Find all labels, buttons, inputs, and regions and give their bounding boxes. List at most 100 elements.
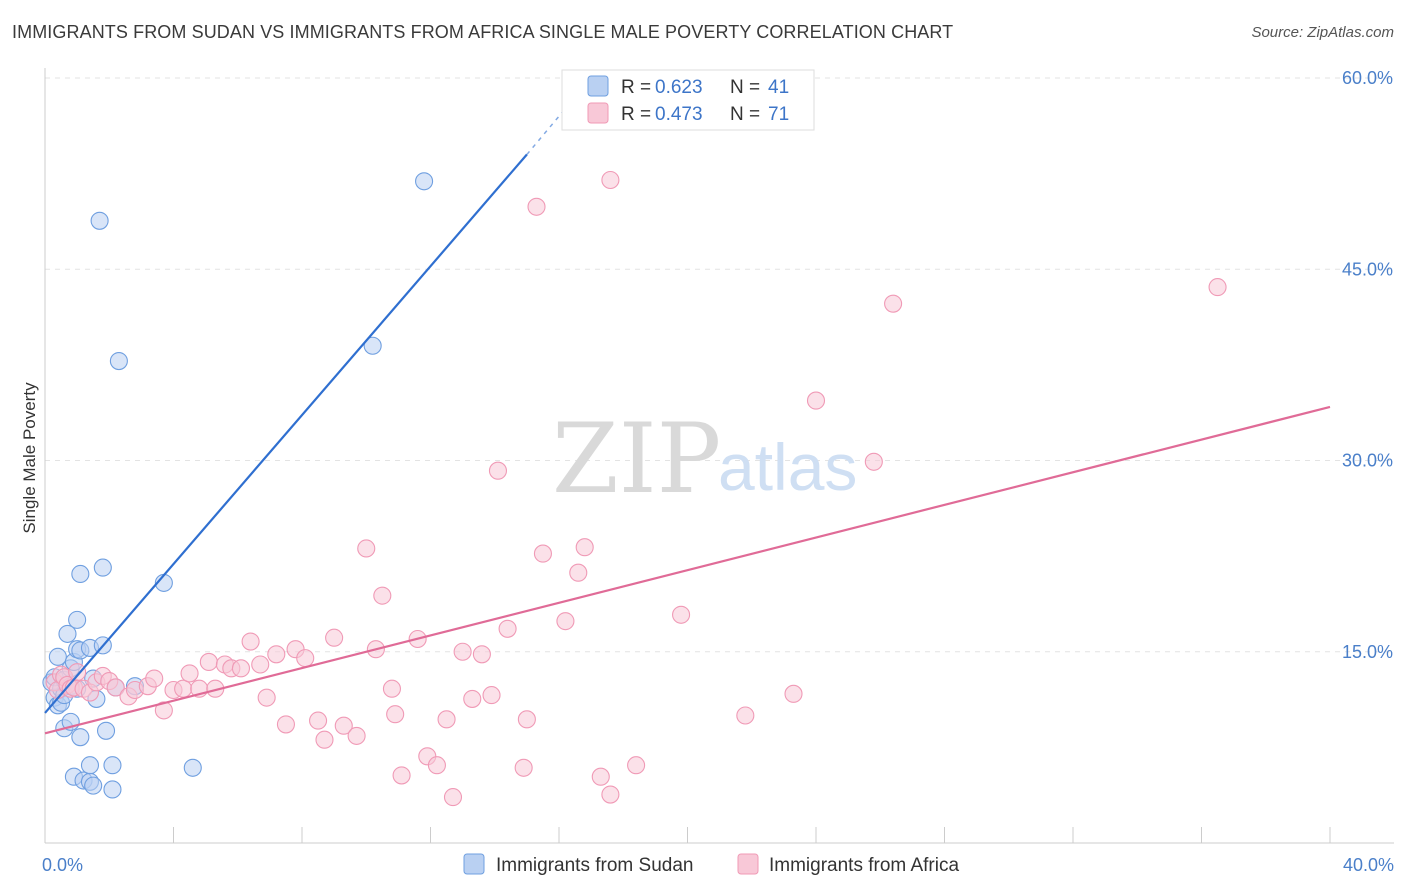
bottom-legend-swatch-africa <box>737 853 759 875</box>
legend-r-label-africa: R = <box>621 104 651 125</box>
point-africa-66 <box>601 170 620 190</box>
point-sudan-19 <box>71 564 90 584</box>
point-africa-64 <box>591 767 610 786</box>
bottom-legend-label-sudan: Immigrants from Sudan <box>496 855 693 876</box>
point-africa-59 <box>527 197 546 216</box>
point-africa-21 <box>180 664 199 683</box>
point-africa-65 <box>601 785 620 804</box>
bottom-legend-swatch-sudan <box>463 853 485 875</box>
point-sudan-41 <box>415 172 434 191</box>
point-africa-71 <box>806 391 826 410</box>
trend-line-sudan <box>44 153 528 714</box>
point-africa-67 <box>627 756 646 775</box>
grid-lines <box>45 77 1394 653</box>
point-africa-29 <box>251 655 270 674</box>
point-africa-55 <box>488 461 508 480</box>
series-legend: Immigrants from Sudan Immigrants from Af… <box>463 853 959 876</box>
y-axis-label: Single Male Poverty <box>20 382 39 534</box>
point-africa-40 <box>357 539 376 558</box>
point-africa-44 <box>386 705 405 724</box>
point-africa-28 <box>241 632 260 651</box>
point-africa-73 <box>884 294 903 313</box>
point-africa-31 <box>267 645 286 664</box>
point-africa-53 <box>472 645 491 664</box>
legend-n-label-africa: N = <box>730 104 760 125</box>
legend-r-label-sudan: R = <box>621 77 651 98</box>
point-africa-20 <box>174 679 193 698</box>
point-africa-63 <box>575 538 594 557</box>
point-africa-35 <box>309 711 328 730</box>
tick-labels: 15.0% 30.0% 45.0% 60.0% 0.0% 40.0% <box>42 68 1394 875</box>
point-africa-57 <box>514 758 533 777</box>
point-africa-42 <box>373 586 392 605</box>
legend-n-label-sudan: N = <box>730 77 760 98</box>
point-africa-60 <box>533 544 552 563</box>
point-africa-61 <box>556 612 575 631</box>
point-sudan-26 <box>84 776 103 795</box>
point-sudan-34 <box>103 780 122 799</box>
point-africa-32 <box>276 715 295 734</box>
point-africa-48 <box>427 756 446 775</box>
legend-r-value-africa: 0.473 <box>655 104 703 125</box>
point-africa-27 <box>231 659 251 678</box>
point-africa-58 <box>517 710 536 729</box>
legend-swatch-sudan <box>587 75 609 97</box>
point-africa-18 <box>154 701 173 720</box>
point-sudan-40 <box>363 336 382 355</box>
legend-r-value-sudan: 0.623 <box>655 77 703 98</box>
point-sudan-17 <box>68 610 87 629</box>
point-africa-37 <box>325 628 344 647</box>
point-africa-56 <box>498 619 517 638</box>
watermark-zip: ZIP <box>552 403 721 515</box>
point-africa-45 <box>392 766 411 785</box>
point-africa-49 <box>437 710 456 729</box>
series-sudan <box>42 172 434 799</box>
watermark: ZIP atlas <box>552 403 857 515</box>
point-africa-36 <box>315 730 334 749</box>
point-africa-50 <box>443 788 463 807</box>
point-sudan-22 <box>71 728 90 747</box>
trend-line-africa <box>44 405 1331 735</box>
y-tick-label-2: 45.0% <box>1342 259 1393 279</box>
point-africa-30 <box>257 688 276 707</box>
point-africa-39 <box>347 726 366 745</box>
point-africa-54 <box>482 686 501 705</box>
point-africa-38 <box>334 716 353 735</box>
y-tick-label-1: 30.0% <box>1342 451 1393 471</box>
x-tick-label-1: 40.0% <box>1343 855 1394 875</box>
point-africa-72 <box>864 452 883 471</box>
axes <box>44 68 1394 844</box>
bottom-legend-label-africa: Immigrants from Africa <box>769 855 959 876</box>
point-sudan-25 <box>80 756 100 775</box>
point-africa-23 <box>199 652 218 672</box>
point-sudan-32 <box>96 721 116 740</box>
point-africa-69 <box>736 706 755 725</box>
point-africa-74 <box>1208 278 1227 297</box>
point-sudan-36 <box>109 351 128 371</box>
y-tick-label-0: 15.0% <box>1342 642 1393 662</box>
point-sudan-33 <box>103 756 122 775</box>
point-sudan-31 <box>93 558 112 577</box>
chart-title: IMMIGRANTS FROM SUDAN VS IMMIGRANTS FROM… <box>12 22 954 42</box>
point-africa-51 <box>453 642 472 661</box>
point-africa-13 <box>106 678 125 697</box>
point-africa-52 <box>463 689 482 708</box>
point-africa-34 <box>296 649 315 668</box>
x-tick-label-0: 0.0% <box>42 855 83 875</box>
y-tick-label-3: 60.0% <box>1342 68 1393 88</box>
point-africa-68 <box>672 605 691 624</box>
stats-legend: R = 0.623 N = 41 R = 0.473 N = 71 <box>561 69 815 131</box>
point-sudan-4 <box>48 647 67 666</box>
point-africa-62 <box>569 563 588 582</box>
point-sudan-10 <box>58 624 77 643</box>
legend-n-value-africa: 71 <box>768 104 789 125</box>
legend-n-value-sudan: 41 <box>768 77 789 98</box>
watermark-atlas: atlas <box>718 430 857 504</box>
legend-swatch-africa <box>587 102 609 124</box>
point-sudan-39 <box>183 758 202 777</box>
point-sudan-29 <box>90 211 109 230</box>
point-africa-17 <box>145 669 164 688</box>
source-credit: Source: ZipAtlas.com <box>1251 24 1394 41</box>
point-africa-43 <box>382 679 402 698</box>
